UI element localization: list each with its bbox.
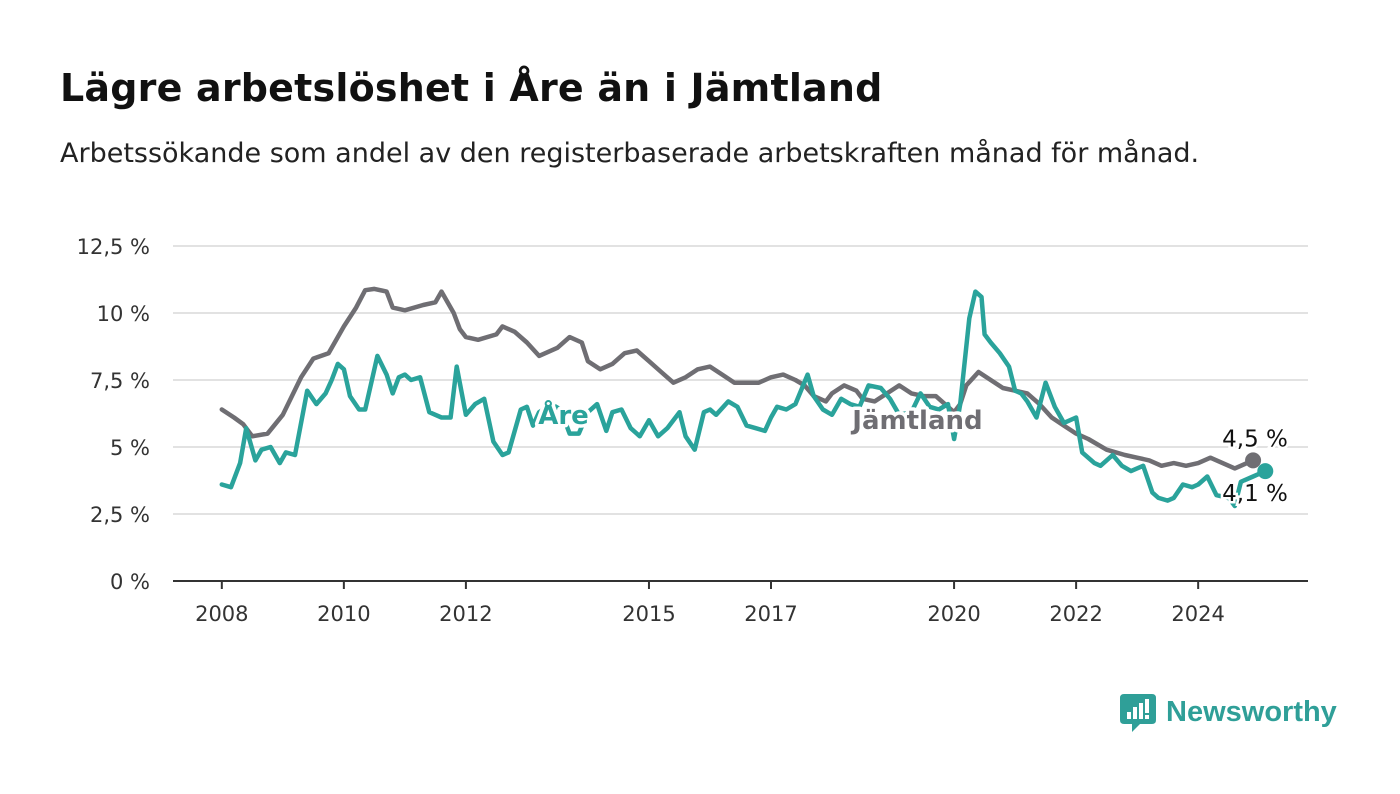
x-tick-label: 2020 (927, 602, 980, 626)
x-tick-label: 2012 (439, 602, 492, 626)
chart-subtitle: Arbetssökande som andel av den registerb… (60, 138, 1200, 169)
series-line-are (219, 289, 1268, 509)
page-title: Lägre arbetslöshet i Åre än i Jämtland (60, 66, 883, 110)
x-tick-label: 2022 (1049, 602, 1102, 626)
y-tick-label: 5 % (110, 436, 150, 460)
end-point-are (1257, 463, 1274, 480)
series-label-are: Åre (538, 399, 589, 431)
y-tick-label: 10 % (97, 302, 150, 326)
brand-name: Newsworthy (1166, 695, 1337, 728)
x-tick-label: 2017 (744, 602, 797, 626)
x-tick-label: 2024 (1171, 602, 1224, 626)
y-tick-label: 0 % (110, 570, 150, 594)
x-tick-label: 2015 (622, 602, 675, 626)
y-tick-label: 12,5 % (77, 235, 150, 259)
x-tick-label: 2010 (317, 602, 370, 626)
series-label-jamtland: Jämtland (850, 406, 982, 436)
brand-logo: Newsworthy (1118, 690, 1337, 734)
end-label-are: 4,1 % (1222, 481, 1288, 507)
end-point-jamtland (1245, 452, 1262, 469)
y-tick-label: 7,5 % (90, 369, 150, 393)
y-tick-label: 2,5 % (90, 503, 150, 527)
newsworthy-logo-icon (1120, 694, 1156, 732)
series-line-jamtland (219, 286, 1256, 471)
end-label-jamtland: 4,5 % (1222, 426, 1288, 452)
x-tick-label: 2008 (195, 602, 248, 626)
